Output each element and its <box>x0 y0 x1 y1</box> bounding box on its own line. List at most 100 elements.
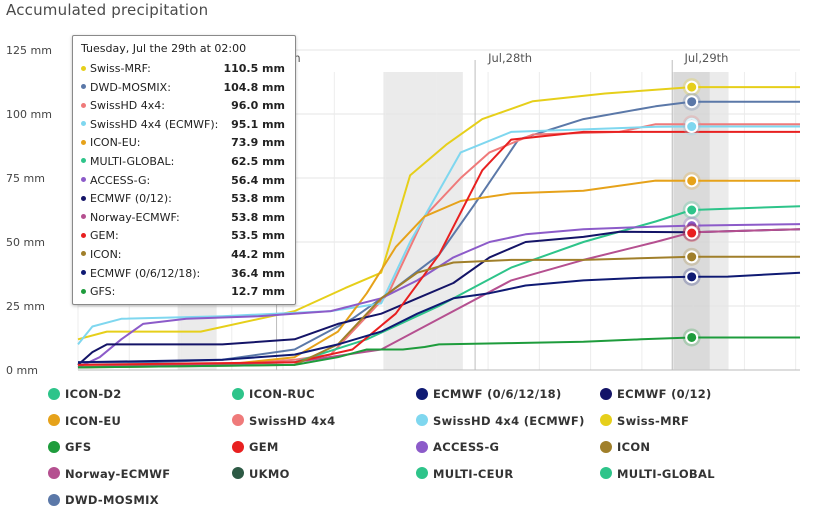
legend-swatch <box>48 493 60 506</box>
tooltip-swatch <box>81 270 86 276</box>
series-line <box>77 228 801 366</box>
tooltip-swatch <box>81 158 86 164</box>
series-line <box>77 223 801 369</box>
legend-item[interactable]: SwissHD 4x4 (ECMWF) <box>416 414 585 428</box>
tooltip-value: 44.2 mm <box>231 247 285 261</box>
y-tick-label: 100 mm <box>6 108 52 121</box>
tooltip-value: 73.9 mm <box>231 136 285 150</box>
y-tick-label: 25 mm <box>6 300 45 313</box>
legend-swatch <box>416 440 428 453</box>
tooltip-label: SwissHD 4x4: <box>90 99 165 113</box>
tooltip-value: 95.1 mm <box>231 117 285 131</box>
tooltip-row: MULTI-GLOBAL: 62.5 mm <box>81 153 287 172</box>
series-line <box>77 271 801 364</box>
legend-item[interactable]: MULTI-GLOBAL <box>600 467 715 481</box>
tooltip-row: SwissHD 4x4 (ECMWF): 95.1 mm <box>81 116 287 135</box>
tooltip-swatch <box>81 84 86 90</box>
legend-item[interactable]: SwissHD 4x4 <box>232 414 335 428</box>
legend-item[interactable]: GFS <box>48 440 91 454</box>
legend-swatch <box>600 440 612 453</box>
legend-item[interactable]: GEM <box>232 440 279 454</box>
tooltip-label: Swiss-MRF: <box>90 62 151 75</box>
legend-label: ICON-D2 <box>65 387 122 401</box>
legend-item[interactable]: UKMO <box>232 467 290 481</box>
y-tick-label: 125 mm <box>6 44 52 57</box>
legend-label: ICON-EU <box>65 413 122 428</box>
legend-label: ECMWF (0/6/12/18) <box>433 387 562 401</box>
tooltip-value: 56.4 mm <box>231 173 285 187</box>
tooltip-value: 36.4 mm <box>231 266 285 280</box>
series-marker <box>685 330 699 344</box>
chart-title: Accumulated precipitation <box>6 1 209 19</box>
legend-swatch <box>232 440 244 453</box>
tooltip-swatch <box>81 177 86 183</box>
tooltip-swatch <box>81 139 86 145</box>
legend-swatch <box>600 414 612 426</box>
legend-swatch <box>232 387 244 400</box>
series-marker <box>685 120 699 134</box>
tooltip-row: ECMWF (0/6/12/18): 36.4 mm <box>81 265 287 284</box>
tooltip-row: ICON: 44.2 mm <box>81 246 287 265</box>
tooltip-header: Tuesday, Jul the 29th at 02:00 <box>81 42 247 55</box>
series-marker <box>685 270 699 284</box>
tooltip-row: ACCESS-G: 56.4 mm <box>81 172 287 191</box>
tooltip-row: ICON-EU: 73.9 mm <box>81 134 287 153</box>
legend-label: MULTI-CEUR <box>433 466 514 481</box>
tooltip-value: 110.5 mm <box>223 62 285 75</box>
series-marker <box>685 203 699 217</box>
tooltip-row: GEM: 53.5 mm <box>81 227 287 246</box>
series-marker <box>685 226 699 240</box>
legend-item[interactable]: ECMWF (0/6/12/18) <box>416 387 562 401</box>
legend-label: DWD-MOSMIX <box>65 493 159 507</box>
tooltip-swatch <box>81 102 86 108</box>
legend-label: Norway-ECMWF <box>65 466 171 481</box>
legend-item[interactable]: ICON-D2 <box>48 387 122 401</box>
tooltip-label: Norway-ECMWF: <box>90 210 180 224</box>
chart-legend: ICON-D2 ICON-RUC ECMWF (0/6/12/18) ECMWF (0… <box>0 384 819 520</box>
legend-label: ICON <box>617 440 651 454</box>
legend-label: GEM <box>249 440 279 454</box>
tooltip-swatch <box>81 288 86 294</box>
tooltip-value: 96.0 mm <box>231 99 285 113</box>
legend-item[interactable]: ACCESS-G <box>416 440 499 454</box>
legend-label: SwissHD 4x4 (ECMWF) <box>433 413 585 428</box>
tooltip-value: 53.8 mm <box>231 210 285 224</box>
legend-item[interactable]: DWD-MOSMIX <box>48 493 159 507</box>
legend-label: ICON-RUC <box>249 387 315 401</box>
legend-label: UKMO <box>249 466 290 481</box>
tooltip-row: Swiss-MRF: 110.5 mm <box>81 60 287 79</box>
legend-label: MULTI-GLOBAL <box>617 466 715 481</box>
legend-item[interactable]: MULTI-CEUR <box>416 467 514 481</box>
tooltip-label: DWD-MOSMIX: <box>90 80 171 94</box>
legend-swatch <box>48 440 60 453</box>
tooltip-label: ECMWF (0/6/12/18): <box>90 266 201 280</box>
tooltip-label: ACCESS-G: <box>90 173 151 187</box>
legend-swatch <box>416 387 428 400</box>
legend-swatch <box>600 387 612 400</box>
legend-swatch <box>416 414 428 426</box>
legend-item[interactable]: ICON <box>600 440 650 454</box>
legend-item[interactable]: Swiss-MRF <box>600 414 689 428</box>
tooltip-label: ECMWF (0/12): <box>90 192 172 206</box>
tooltip-label: GEM: <box>90 229 119 243</box>
tooltip-value: 62.5 mm <box>231 154 285 168</box>
legend-item[interactable]: Norway-ECMWF <box>48 467 170 481</box>
legend-swatch <box>232 467 244 479</box>
tooltip-value: 12.7 mm <box>231 285 285 299</box>
series-marker <box>685 80 699 94</box>
legend-item[interactable]: ICON-RUC <box>232 387 315 401</box>
series-line <box>77 205 801 369</box>
series-marker <box>685 95 699 109</box>
y-tick-label: 50 mm <box>6 236 45 249</box>
legend-swatch <box>48 467 60 479</box>
tooltip-row: GFS: 12.7 mm <box>81 283 287 302</box>
legend-label: ACCESS-G <box>433 440 500 454</box>
tooltip-label: ICON: <box>90 247 122 261</box>
tooltip-rows: Swiss-MRF: 110.5 mm DWD-MOSMIX: 104.8 mm Swi… <box>81 60 287 302</box>
tooltip-row: Norway-ECMWF: 53.8 mm <box>81 209 287 228</box>
legend-item[interactable]: ECMWF (0/12) <box>600 387 712 401</box>
series-line <box>77 130 800 366</box>
tooltip-row: ECMWF (0/12): 53.8 mm <box>81 190 287 209</box>
legend-label: SwissHD 4x4 <box>249 413 336 428</box>
legend-item[interactable]: ICON-EU <box>48 414 121 428</box>
